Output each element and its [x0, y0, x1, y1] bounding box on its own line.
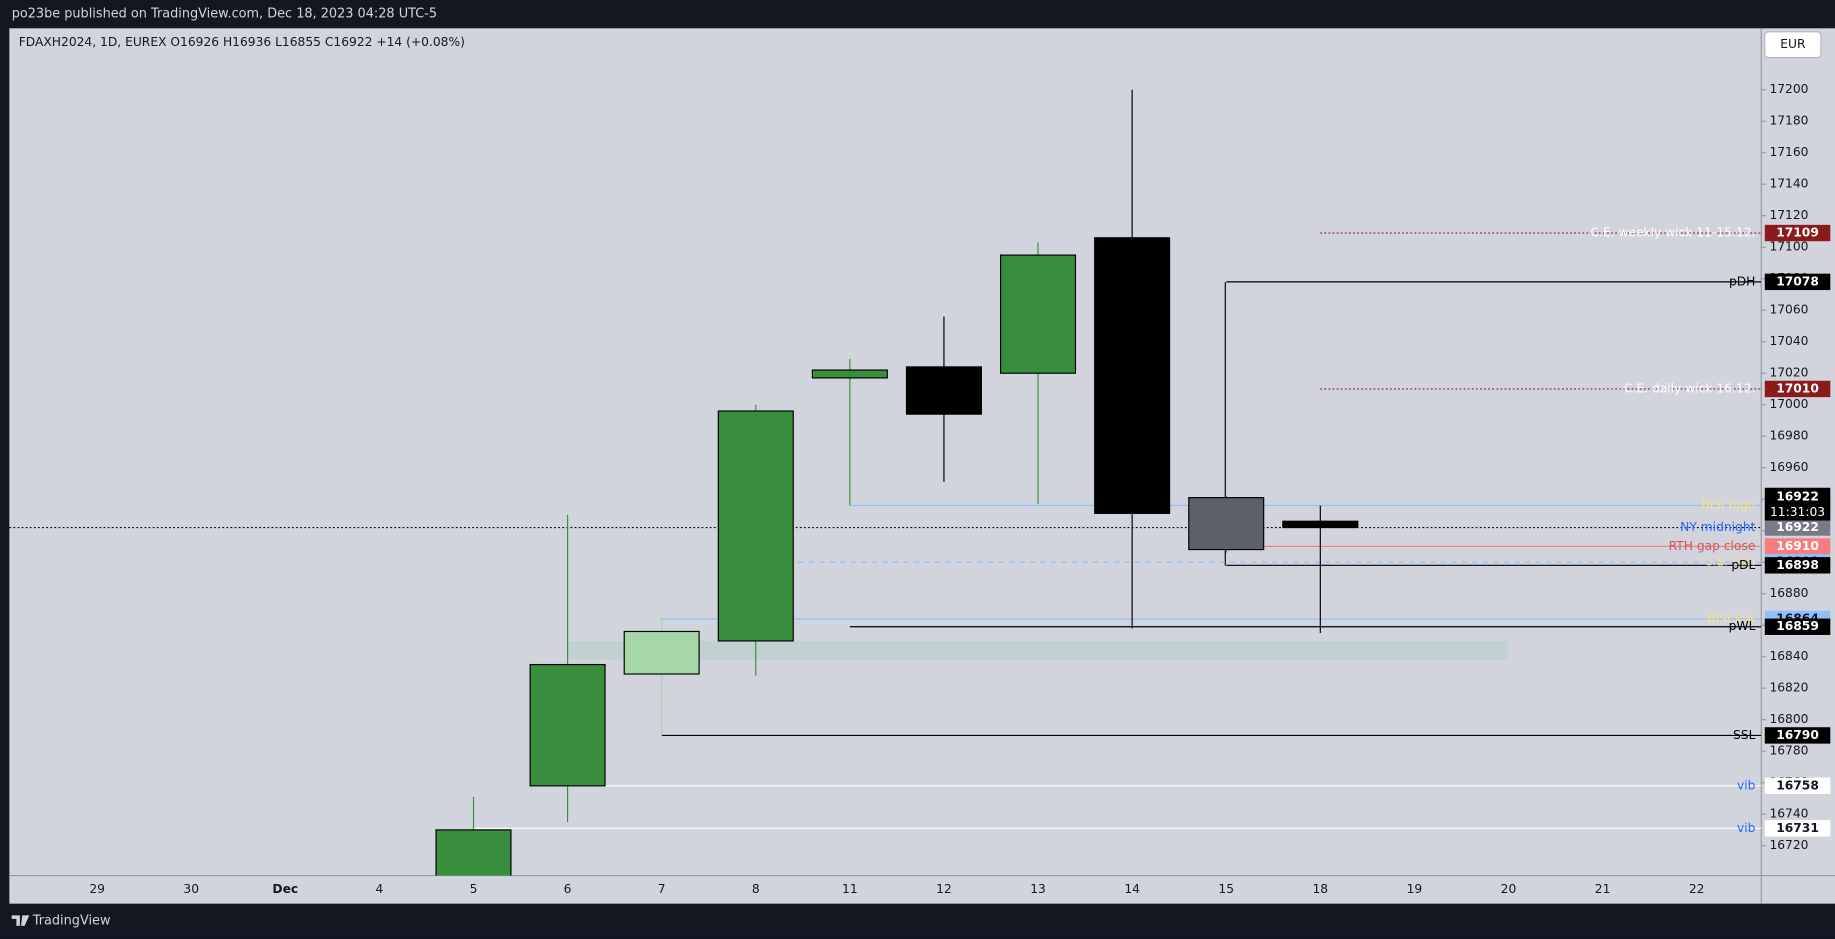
price-label: 17078: [1776, 274, 1819, 288]
price-label: 16922: [1776, 520, 1819, 534]
level-label: C.E. BISI: [1704, 555, 1755, 569]
price-label-box: [1764, 538, 1831, 555]
y-tick-label: 17040: [1769, 334, 1808, 348]
y-tick-label: 16820: [1769, 681, 1808, 695]
currency[interactable]: EUR: [1780, 37, 1806, 51]
y-tick-label: 17200: [1769, 82, 1808, 96]
price-label: 16910: [1776, 539, 1819, 553]
y-tick-label: 17140: [1769, 177, 1808, 191]
y-tick-label: 17020: [1769, 366, 1808, 380]
level-label: pWL: [1729, 619, 1756, 633]
x-tick-label: 4: [375, 882, 383, 896]
y-tick-label: 16780: [1769, 744, 1808, 758]
candle-body: [529, 663, 606, 787]
x-tick-label: 14: [1124, 882, 1140, 896]
price-label-box: [1764, 273, 1831, 291]
level-label: BISI high: [1701, 498, 1755, 512]
price-label: 16758: [1776, 778, 1819, 792]
level-label: BISI low: [1707, 611, 1755, 625]
candle-body: [1282, 520, 1359, 529]
logo: [11, 915, 30, 926]
price-label: 16790: [1776, 728, 1819, 742]
level-label: C.E. weekly wick 11-15.12.: [1590, 226, 1755, 240]
x-tick-label: 18: [1313, 882, 1329, 896]
x-tick-label: 22: [1689, 882, 1705, 896]
price-label-box: [1764, 557, 1831, 574]
candle-body: [623, 630, 700, 675]
price-label-box: [1764, 224, 1831, 242]
y-tick-label: 17120: [1769, 208, 1808, 222]
publisher: po23be published on TradingView.com, Dec…: [12, 7, 437, 22]
price-label-box: [1764, 727, 1831, 744]
y-tick-label: 16980: [1769, 429, 1808, 443]
candle-body: [905, 366, 982, 415]
candle-body: [1188, 497, 1265, 551]
price-label: 16731: [1776, 821, 1819, 835]
price-label: 16859: [1776, 619, 1819, 633]
x-tick-label: 29: [89, 882, 105, 896]
price-label-box: [1764, 820, 1831, 837]
y-tick-label: 16740: [1769, 807, 1808, 821]
symbol-legend: FDAXH2024, 1D, EUREX O16926 H16936 L1685…: [19, 35, 465, 49]
x-tick-label: 20: [1501, 882, 1517, 896]
level-label: vib: [1737, 778, 1756, 792]
x-tick-label: 19: [1407, 882, 1423, 896]
price-label-box: [1764, 618, 1831, 635]
footer: TradingView: [11, 914, 111, 929]
candle-body: [811, 369, 888, 379]
y-tick-label: 17100: [1769, 240, 1808, 254]
level-label: NY midnight: [1680, 520, 1755, 534]
zone: [567, 640, 1509, 660]
price-axis: 1672016740167601678016800168201684016860…: [1761, 82, 1808, 852]
x-tick-label: 12: [936, 882, 952, 896]
chart-background: [9, 28, 1835, 904]
price-label: 16898: [1776, 558, 1819, 572]
price-label: 17109: [1776, 226, 1819, 240]
price-label-box: [1764, 777, 1831, 795]
x-tick-label: 21: [1595, 882, 1611, 896]
x-tick-label: 30: [183, 882, 199, 896]
candle-body: [717, 410, 794, 642]
level-label: pDL: [1731, 558, 1755, 572]
price-label-box: [1764, 380, 1831, 398]
y-tick-label: 16880: [1769, 586, 1808, 600]
y-tick-label: 17180: [1769, 114, 1808, 128]
price-label-box: [1764, 519, 1831, 536]
x-tick-label: 13: [1030, 882, 1046, 896]
x-tick-label: 5: [470, 882, 478, 896]
brand: TradingView: [32, 914, 111, 929]
level-label: pDH: [1729, 274, 1755, 288]
x-tick-label: 11: [842, 882, 858, 896]
x-tick-label: 6: [564, 882, 572, 896]
x-tick-label: 8: [752, 882, 760, 896]
y-tick-label: 16800: [1769, 712, 1808, 726]
current-price: 16922: [1776, 490, 1819, 504]
current-price-box: [1764, 487, 1831, 521]
level-label: RTH gap close: [1669, 539, 1756, 553]
level-label: SSL: [1733, 728, 1756, 742]
y-tick-label: 16720: [1769, 838, 1808, 852]
y-tick-label: 17160: [1769, 145, 1808, 159]
y-tick-label: 16960: [1769, 460, 1808, 474]
y-tick-label: 16840: [1769, 649, 1808, 663]
countdown: 11:31:03: [1770, 505, 1825, 519]
y-tick-label: 17000: [1769, 397, 1808, 411]
plot-area: [9, 89, 1762, 876]
level-label: C.E. daily wick 16.12.: [1624, 381, 1755, 395]
x-tick-label: Dec: [272, 882, 298, 896]
candle-body: [1000, 254, 1077, 374]
x-tick-label: 7: [658, 882, 666, 896]
candle-body: [1094, 237, 1171, 514]
candle-body: [435, 829, 512, 876]
price-label: 17010: [1776, 381, 1819, 395]
y-tick-label: 17060: [1769, 303, 1808, 317]
x-tick-label: 15: [1218, 882, 1234, 896]
level-label: vib: [1737, 821, 1756, 835]
currency-button[interactable]: [1764, 31, 1822, 59]
